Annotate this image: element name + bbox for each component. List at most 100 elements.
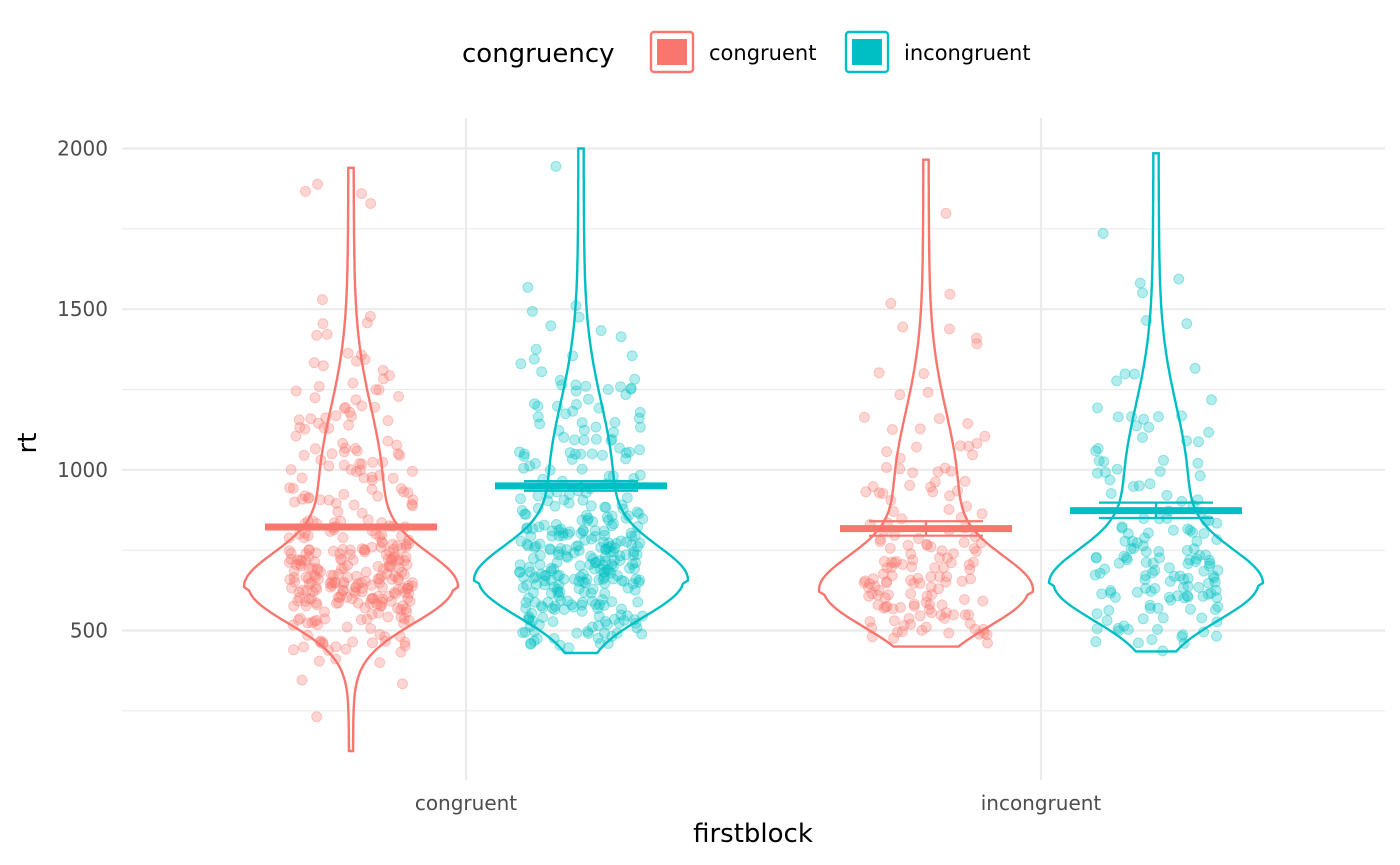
data-point (523, 592, 534, 604)
data-point (891, 626, 903, 638)
data-point (524, 460, 536, 472)
data-point (548, 581, 560, 593)
data-point (310, 581, 322, 593)
data-point (528, 572, 540, 584)
data-point (1137, 613, 1149, 625)
data-point (366, 471, 378, 483)
data-point (1112, 622, 1124, 634)
data-point (359, 546, 371, 558)
data-point (905, 588, 917, 600)
data-point (1091, 623, 1103, 635)
data-point (1203, 560, 1215, 572)
data-point (629, 614, 641, 626)
data-point (521, 523, 533, 535)
data-point (344, 406, 356, 418)
data-point (407, 494, 419, 506)
data-point (346, 593, 358, 605)
data-point (907, 554, 919, 566)
data-point (1181, 435, 1193, 447)
data-point (514, 566, 526, 578)
data-point (616, 499, 628, 511)
data-point (568, 573, 580, 585)
data-point (914, 610, 926, 622)
data-point (1153, 411, 1164, 423)
data-point (294, 612, 306, 624)
data-point (885, 297, 897, 309)
data-point (575, 527, 587, 539)
data-point (576, 599, 588, 611)
data-point (587, 553, 599, 565)
data-point (554, 569, 565, 581)
data-point (312, 573, 324, 585)
data-point (599, 501, 611, 513)
data-point (576, 605, 588, 617)
legend-swatch (657, 39, 687, 65)
data-point (595, 325, 607, 337)
data-point (534, 538, 546, 550)
data-point (532, 490, 544, 502)
x-tick-label: congruent (415, 791, 517, 815)
data-point (366, 474, 378, 486)
data-point (342, 347, 354, 359)
data-point (558, 494, 570, 506)
violin-outline (1047, 152, 1265, 653)
data-point (912, 572, 924, 584)
data-point (557, 530, 569, 542)
data-point (623, 510, 635, 522)
data-point (330, 410, 342, 422)
data-point (552, 583, 563, 595)
data-point (941, 571, 953, 583)
data-point (523, 614, 535, 626)
data-point (548, 563, 560, 575)
data-point (290, 430, 302, 442)
data-point (572, 540, 584, 552)
data-point (398, 618, 410, 629)
data-point (908, 577, 920, 589)
legend-items: congruent incongruent (649, 30, 1031, 74)
data-point (615, 381, 626, 393)
data-point (600, 616, 611, 627)
data-point (614, 555, 626, 566)
data-point (1176, 495, 1188, 507)
data-point (1203, 426, 1215, 438)
data-point (344, 549, 356, 560)
data-point (382, 553, 394, 565)
data-point (365, 198, 377, 209)
data-point (968, 556, 979, 568)
data-point (533, 521, 545, 533)
data-point (367, 592, 378, 604)
jitter-points (283, 160, 1224, 723)
data-point (385, 595, 397, 607)
data-point (576, 463, 588, 475)
data-point (634, 444, 646, 456)
data-point (914, 423, 926, 435)
data-point (357, 582, 368, 594)
data-point (387, 472, 399, 484)
data-point (520, 597, 532, 609)
data-point (553, 530, 565, 542)
data-point (872, 589, 884, 601)
data-point (560, 550, 572, 562)
data-point (625, 382, 637, 394)
data-point (858, 577, 870, 589)
data-point (402, 582, 414, 594)
data-point (350, 466, 362, 478)
data-point (1137, 287, 1148, 299)
data-point (395, 604, 407, 616)
data-point (283, 556, 295, 568)
data-point (570, 540, 582, 552)
data-point (531, 633, 543, 645)
data-point (283, 545, 295, 557)
data-point (397, 600, 409, 612)
data-point (1118, 550, 1130, 562)
data-point (864, 616, 876, 627)
data-point (964, 564, 976, 575)
data-point (1211, 616, 1223, 628)
data-point (921, 538, 933, 550)
data-point (335, 553, 346, 565)
data-point (1196, 612, 1208, 624)
data-point (326, 448, 338, 460)
data-point (521, 522, 533, 534)
data-point (375, 570, 387, 582)
data-point (578, 434, 590, 446)
